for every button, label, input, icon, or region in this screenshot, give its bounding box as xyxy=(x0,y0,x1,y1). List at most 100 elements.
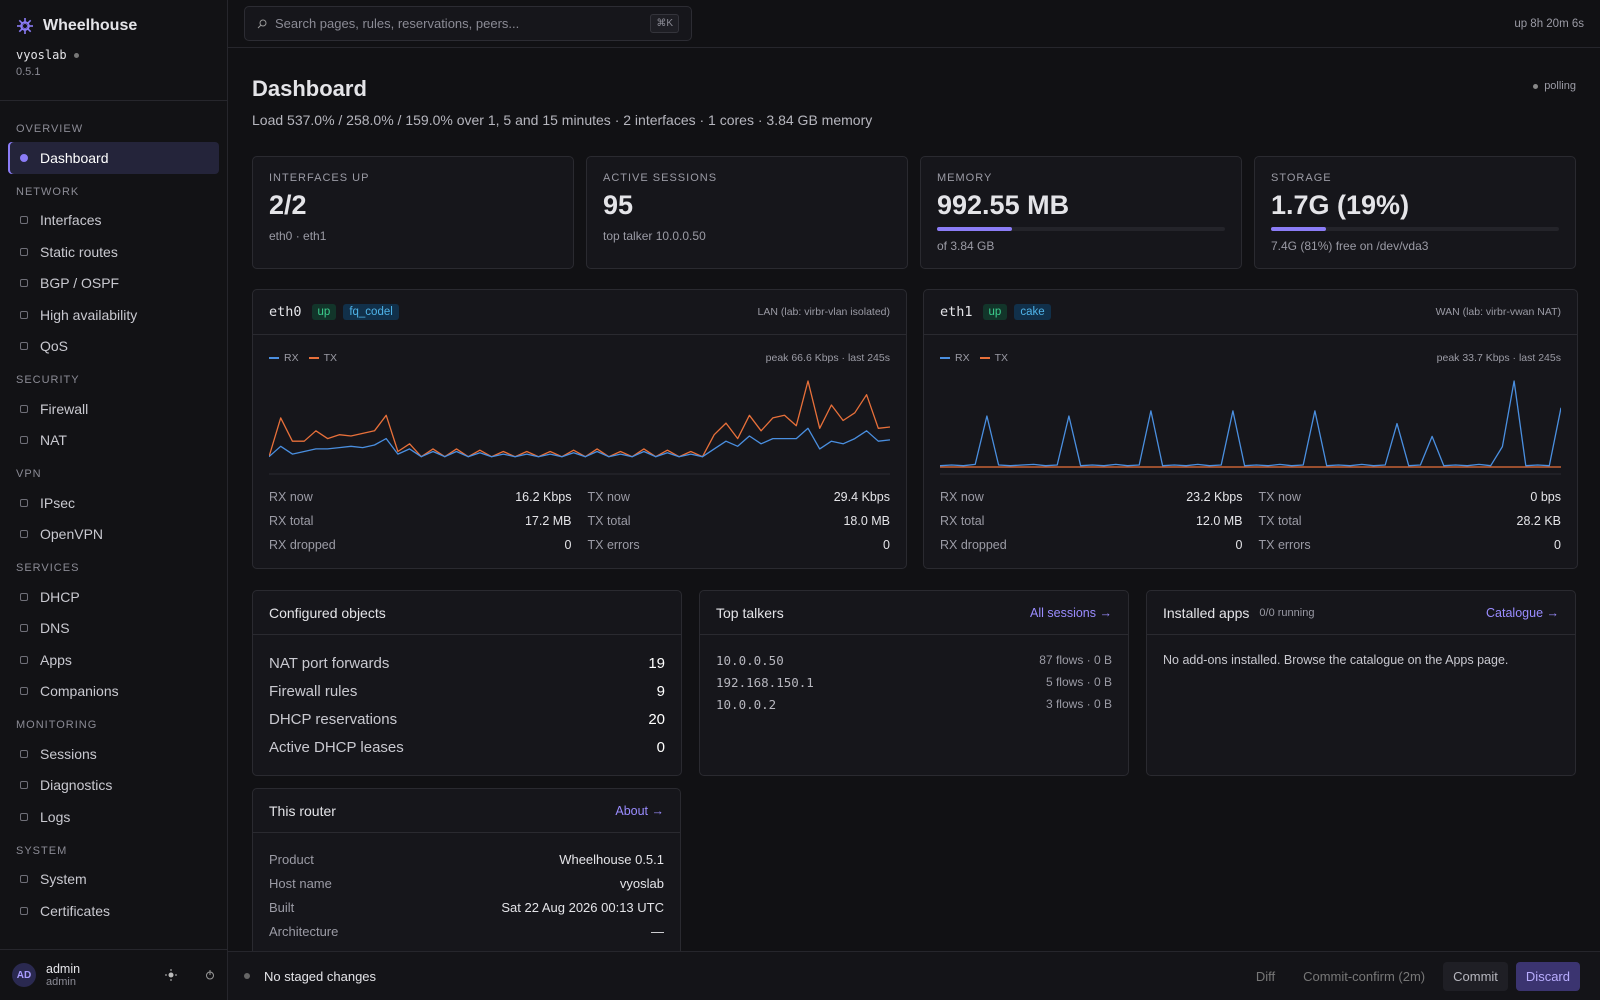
router-row: Built Sat 22 Aug 2026 00:13 UTC xyxy=(269,895,664,919)
search[interactable]: Search pages, rules, reservations, peers… xyxy=(244,6,692,41)
interface-stats: RX now 16.2 Kbps TX now 29.4 Kbps RX total 17… xyxy=(269,485,890,557)
state-tag: up xyxy=(982,304,1008,320)
stat-label: INTERFACES UP xyxy=(269,172,370,184)
stat-value: 18.0 MB xyxy=(843,514,890,528)
link[interactable]: Catalogue → xyxy=(1486,605,1559,620)
stat-row: TX now 0 bps xyxy=(1259,485,1562,509)
nav-item[interactable]: Certificates xyxy=(8,895,219,927)
talker-row-value: 5 flows · 0 B xyxy=(1045,675,1112,689)
interface-body: RX TX peak 33.7 Kbps · last 245s RX now 23.2… xyxy=(924,335,1577,557)
nav-icon xyxy=(20,530,28,539)
nav-item[interactable]: High availability xyxy=(8,299,219,331)
stat-row: TX total 18.0 MB xyxy=(588,509,891,533)
stat-card: STORAGE 1.7G (19%) 7.4G (81%) free on /dev… xyxy=(1254,156,1576,269)
router-row: Architecture — xyxy=(269,919,664,943)
nav-label: NAT xyxy=(40,432,67,449)
nav-icon xyxy=(20,247,28,256)
legend-swatch xyxy=(308,357,319,359)
nav-item[interactable]: Diagnostics xyxy=(8,770,219,802)
nav-item[interactable]: OpenVPN xyxy=(8,519,219,551)
talker-row-label: 10.0.0.50 xyxy=(716,652,784,668)
stat-label: TX now xyxy=(1258,490,1301,504)
button[interactable]: Commit xyxy=(1443,961,1508,991)
stats: INTERFACES UP 2/2 eth0 · eth1 ACTIVE SESSIO… xyxy=(252,156,1576,269)
config-row-value: 20 xyxy=(648,710,665,728)
nav-item[interactable]: Dashboard xyxy=(8,142,219,174)
card-header: Configured objects xyxy=(253,591,681,635)
legend-swatch xyxy=(940,357,950,359)
avatar[interactable]: AD xyxy=(12,963,36,987)
stat-label: RX total xyxy=(269,514,314,528)
interface-card: eth0 up fq_codel LAN (lab: virbr-vlan isola… xyxy=(252,289,907,569)
stat-value: 0 bps xyxy=(1530,490,1561,504)
link[interactable]: All sessions → xyxy=(1030,605,1112,620)
nav-label: Sessions xyxy=(40,745,97,762)
stat-sub: top talker 10.0.0.50 xyxy=(603,229,706,243)
user-role: admin xyxy=(46,976,76,988)
legend-swatch xyxy=(269,357,279,359)
legend-item: RX xyxy=(940,352,970,364)
card-title: Configured objects xyxy=(269,604,386,621)
nav-item[interactable]: Interfaces xyxy=(8,205,219,237)
nav: OVERVIEW Dashboard NETWORK Interfaces Static… xyxy=(0,101,227,949)
config-row-value: 19 xyxy=(648,654,665,672)
card-title: Installed apps xyxy=(1163,604,1250,621)
stat-row: TX now 29.4 Kbps xyxy=(588,485,891,509)
nav-item[interactable]: IPsec xyxy=(8,487,219,519)
nav-icon xyxy=(20,655,28,664)
peak: peak 33.7 Kbps · last 245s xyxy=(1436,352,1561,364)
nav-icon xyxy=(20,687,28,696)
series-line xyxy=(940,380,1561,467)
nav-item[interactable]: System xyxy=(8,864,219,896)
nav-section-title: NETWORK xyxy=(16,185,80,198)
stat-label: TX total xyxy=(1258,514,1302,528)
legend-item: TX xyxy=(979,352,1008,364)
stat-value: 0 xyxy=(564,538,572,552)
brand: Wheelhouse vyoslab 0.5.1 xyxy=(0,0,227,101)
link[interactable]: About → xyxy=(615,803,664,818)
config-row: Active DHCP leases 0 xyxy=(269,733,665,761)
stat-value: 0 xyxy=(1554,538,1561,552)
stat-value: 28.2 KB xyxy=(1516,514,1561,528)
nav-item[interactable]: Apps xyxy=(8,644,219,676)
nav-item[interactable]: Logs xyxy=(8,801,219,833)
button[interactable]: Commit-confirm (2m) xyxy=(1303,968,1426,984)
status-text: polling xyxy=(1544,80,1576,92)
talker-row: 10.0.0.2 3 flows · 0 B xyxy=(716,693,1112,715)
nav-item[interactable]: DHCP xyxy=(8,581,219,613)
stat-label: ACTIVE SESSIONS xyxy=(603,172,718,184)
interface-header: eth0 up fq_codel LAN (lab: virbr-vlan isola… xyxy=(253,290,906,335)
button[interactable]: Diff xyxy=(1255,968,1276,984)
legend-label: RX xyxy=(955,352,970,364)
talker-row-label: 192.168.150.1 xyxy=(716,674,814,690)
stat-row: RX dropped 0 xyxy=(940,533,1243,557)
logo xyxy=(17,18,33,34)
nav-item[interactable]: DNS xyxy=(8,613,219,645)
nav-item[interactable]: QoS xyxy=(8,331,219,363)
apps-card: Installed apps 0/0 running Catalogue → No … xyxy=(1146,590,1576,776)
config-row: Firewall rules 9 xyxy=(269,677,665,705)
page-subtitle: Load 537.0% / 258.0% / 159.0% over 1, 5 … xyxy=(252,112,873,128)
button[interactable]: Discard xyxy=(1515,961,1580,991)
nav-icon xyxy=(20,216,28,225)
stat-row: RX now 23.2 Kbps xyxy=(940,485,1243,509)
shortcut: ⌘K xyxy=(650,14,679,33)
nav-item[interactable]: Companions xyxy=(8,676,219,708)
nav-item[interactable]: Firewall xyxy=(8,393,219,425)
theme-toggle[interactable] xyxy=(165,969,177,981)
router-row-label: Built xyxy=(269,899,295,915)
brand-name: Wheelhouse xyxy=(43,17,138,34)
logout[interactable] xyxy=(205,970,215,980)
nav-item[interactable]: BGP / OSPF xyxy=(8,268,219,300)
nav-item[interactable]: NAT xyxy=(8,425,219,457)
nav-section-title: SECURITY xyxy=(16,374,80,386)
legend-swatch xyxy=(979,357,990,359)
nav-item[interactable]: Sessions xyxy=(8,738,219,770)
nav-item[interactable]: Static routes xyxy=(8,236,219,268)
talker-row-value: 87 flows · 0 B xyxy=(1039,653,1112,667)
nav-section-title: OVERVIEW xyxy=(16,123,84,135)
interface-card: eth1 up cake WAN (lab: virbr-vwan NAT) RX TX p… xyxy=(923,289,1578,569)
card-header: This router About → xyxy=(253,789,680,833)
